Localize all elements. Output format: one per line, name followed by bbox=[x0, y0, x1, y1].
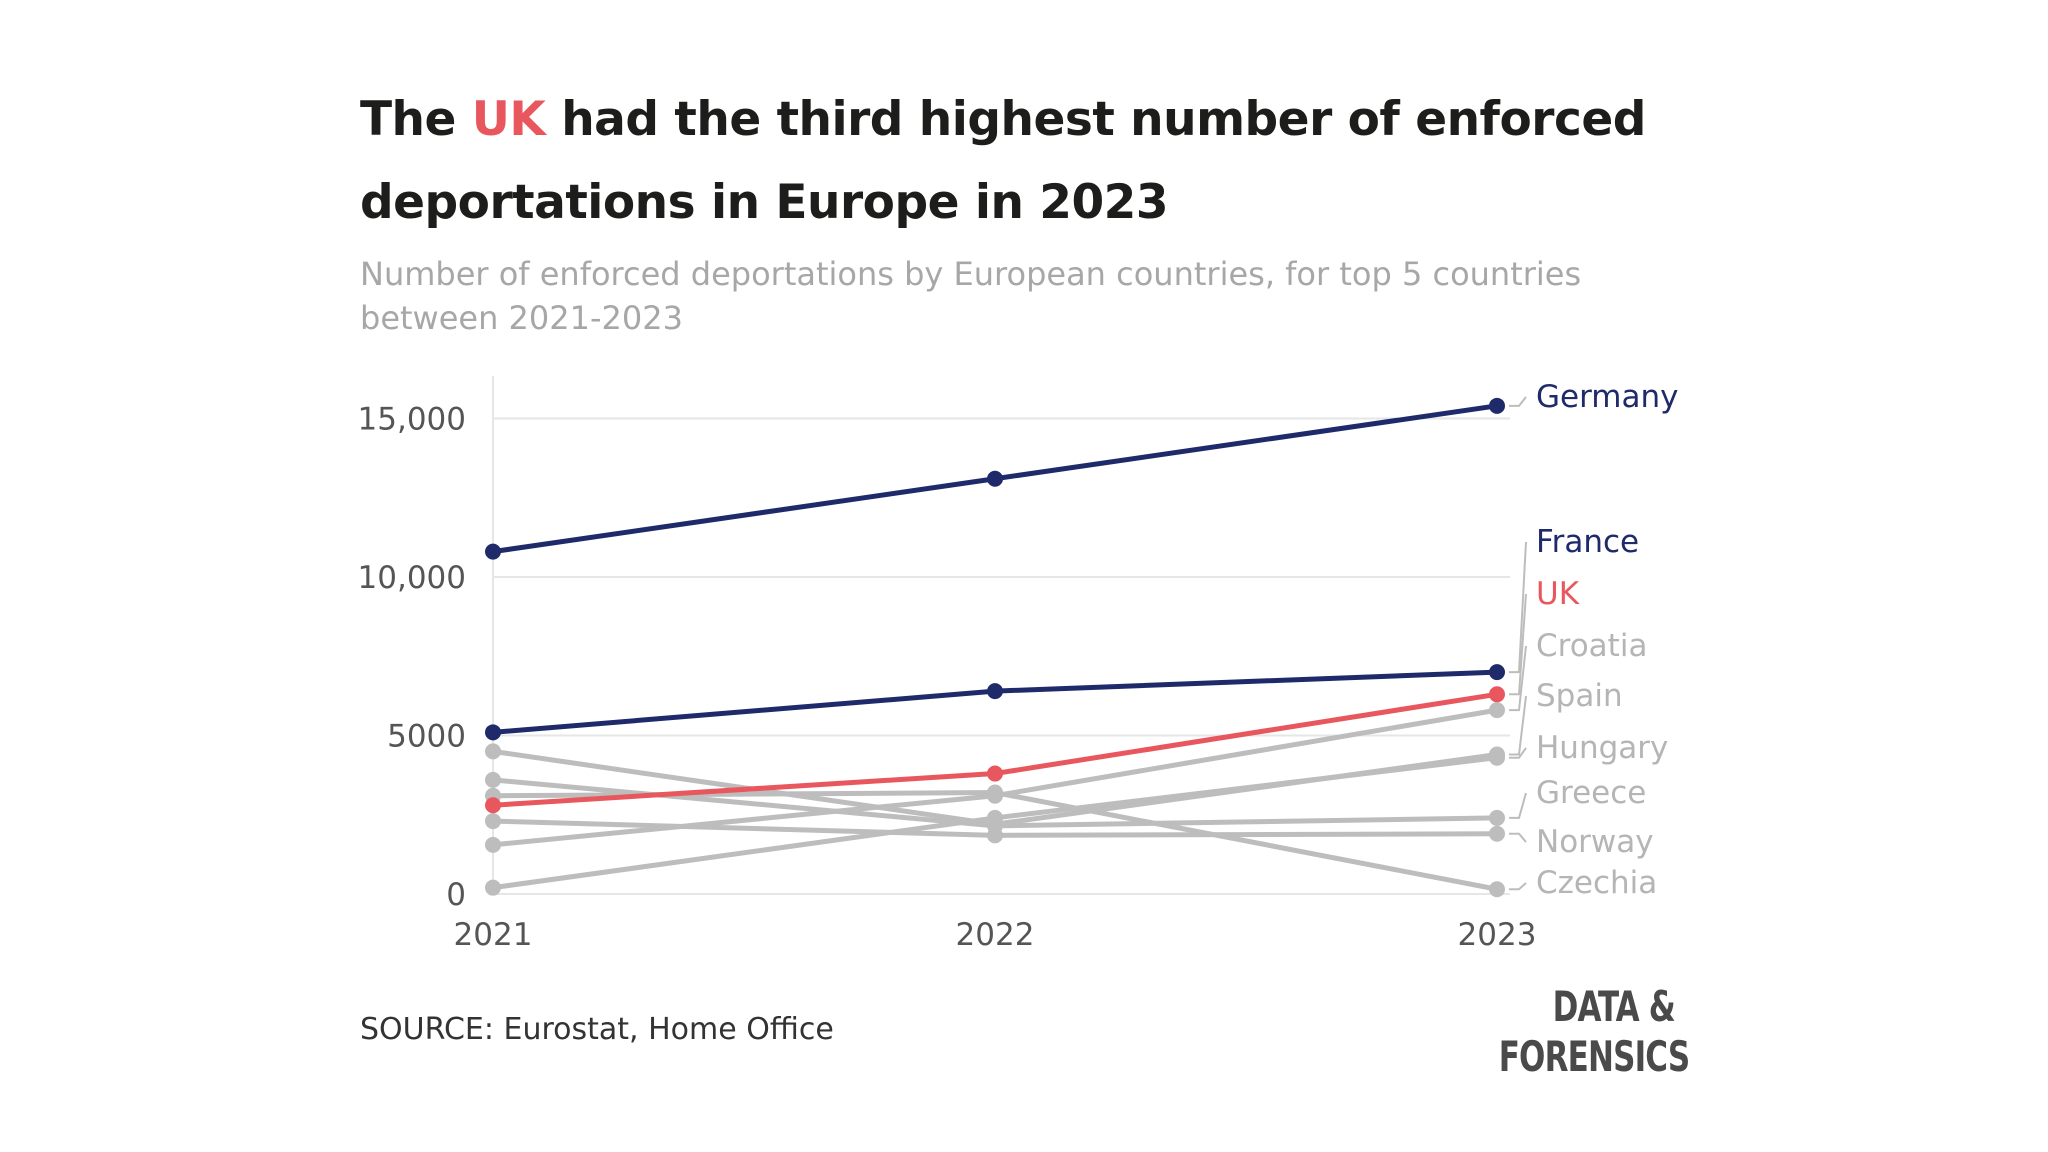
series-label-spain: Spain bbox=[1536, 678, 1623, 714]
leader-line-germany bbox=[1509, 396, 1527, 407]
series-label-uk: UK bbox=[1536, 576, 1580, 612]
series-label-france: France bbox=[1536, 524, 1639, 560]
y-tick-label: 5000 bbox=[387, 719, 466, 755]
data-point-germany bbox=[485, 543, 501, 560]
leader-line-france bbox=[1509, 541, 1527, 674]
series-label-greece: Greece bbox=[1536, 775, 1646, 811]
x-tick-label: 2021 bbox=[454, 917, 533, 953]
y-tick-label: 10,000 bbox=[358, 560, 466, 596]
data-point-czechia bbox=[1489, 881, 1505, 898]
logo-line-2: FORENSICS bbox=[1498, 1032, 1690, 1081]
title-text-start: The bbox=[360, 92, 472, 147]
logo-line-1: DATA & bbox=[1552, 982, 1676, 1031]
series-label-croatia: Croatia bbox=[1536, 628, 1647, 664]
x-tick-label: 2023 bbox=[1458, 917, 1537, 953]
data-point-hungary bbox=[1489, 749, 1505, 766]
data-point-uk bbox=[1489, 686, 1505, 703]
data-point-uk bbox=[987, 765, 1003, 782]
data-point-france bbox=[987, 683, 1003, 700]
data-point-germany bbox=[987, 470, 1003, 487]
data-point-hungary bbox=[485, 879, 501, 896]
leader-line-uk bbox=[1509, 593, 1527, 696]
data-point-norway bbox=[987, 827, 1003, 844]
chart-title: The UK had the third highest number of e… bbox=[360, 78, 1660, 244]
y-tick-label: 0 bbox=[446, 877, 466, 913]
data-point-france bbox=[485, 724, 501, 741]
data-point-uk bbox=[485, 797, 501, 814]
leader-line-greece bbox=[1509, 792, 1527, 819]
data-point-czechia bbox=[987, 784, 1003, 801]
data-point-germany bbox=[1489, 397, 1505, 414]
chart-subtitle: Number of enforced deportations by Europ… bbox=[360, 255, 1582, 337]
title-highlight-uk: UK bbox=[471, 92, 546, 147]
series-label-hungary: Hungary bbox=[1536, 730, 1668, 766]
leader-line-norway bbox=[1509, 832, 1527, 843]
data-point-croatia bbox=[485, 836, 501, 853]
leader-line-spain bbox=[1509, 695, 1527, 756]
data-forensics-logo: DATA & FORENSICS bbox=[1498, 982, 1690, 1082]
leader-line-hungary bbox=[1509, 747, 1527, 759]
leader-line-czechia bbox=[1509, 882, 1527, 891]
data-point-france bbox=[1489, 664, 1505, 681]
data-point-greece bbox=[485, 771, 501, 788]
data-point-croatia bbox=[1489, 702, 1505, 719]
leader-line-croatia bbox=[1509, 645, 1527, 712]
series-label-norway: Norway bbox=[1536, 824, 1654, 860]
x-tick-label: 2022 bbox=[956, 917, 1035, 953]
data-point-greece bbox=[1489, 809, 1505, 826]
title-text-end: had the third highest number of enforced… bbox=[360, 92, 1646, 230]
data-point-norway bbox=[485, 813, 501, 830]
series-label-germany: Germany bbox=[1536, 379, 1678, 415]
series-label-czechia: Czechia bbox=[1536, 865, 1657, 901]
y-tick-label: 15,000 bbox=[358, 402, 466, 438]
data-point-norway bbox=[1489, 825, 1505, 842]
data-point-spain bbox=[485, 743, 501, 760]
source-note: SOURCE: Eurostat, Home Office bbox=[360, 1012, 834, 1047]
series-line-france bbox=[490, 669, 1500, 735]
